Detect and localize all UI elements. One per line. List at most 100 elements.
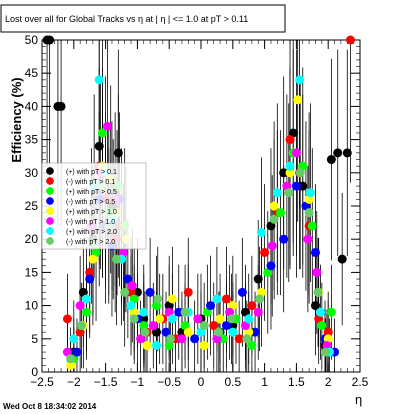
data-point [285,161,295,171]
data-point [295,75,305,85]
data-point [293,95,303,105]
data-point [255,294,265,304]
data-point [326,155,336,165]
data-point [165,334,175,344]
data-point [62,314,72,324]
timestamp: Wed Oct 8 18:34:02 2014 [3,402,97,411]
legend-label: (+) with pT > 2.0 [66,229,117,236]
legend: (+) with pT > 0.1 (-) with pT > 0.1 (+) wi… [41,162,147,250]
data-point [199,321,209,331]
y-tick-label: 10 [25,299,39,313]
data-point [285,168,295,178]
data-point [276,208,285,218]
x-axis-ticks: −2.5 −2 −1.5 −1 −0.5 0 0.5 1 1.5 2 2.5 [30,40,369,389]
data-point [45,35,55,45]
data-point [153,294,163,304]
legend-marker [46,167,54,175]
data-point [242,334,252,344]
data-point [82,294,92,304]
y-tick-label: 45 [25,66,39,80]
x-tick-label: 2.5 [352,375,369,389]
data-point [206,301,216,311]
legend-marker [46,227,54,235]
data-point [284,188,294,198]
data-point [253,274,263,284]
data-point [285,135,295,145]
data-point [183,327,193,337]
data-point [199,340,209,350]
y-tick-label: 15 [25,265,39,279]
data-point [123,274,133,284]
data-point [279,234,289,244]
data-point [342,148,352,158]
data-point [304,208,314,218]
y-axis-ticks: 0 5 10 15 20 25 30 35 40 45 50 [25,33,360,379]
data-point [193,314,203,324]
legend-marker [46,217,54,225]
data-point [139,307,149,317]
legend-label: (-) with pT > 1.0 [66,219,115,226]
data-point [183,287,193,297]
data-point [310,301,320,311]
data-point [145,287,155,297]
y-tick-label: 0 [31,365,38,379]
data-point [69,334,79,344]
data-point [244,314,254,324]
data-point [129,314,139,324]
data-point [167,294,177,304]
y-tick-label: 30 [25,166,39,180]
data-point [345,35,355,45]
data-point [140,327,150,337]
data-point [82,307,92,317]
data-point [136,334,146,344]
data-point [126,301,136,311]
legend-label: (+) with pT > 1.0 [66,209,117,216]
data-point [94,75,104,85]
y-tick-label: 5 [31,332,38,346]
data-point [272,188,282,198]
data-point [212,294,222,304]
data-point [316,307,326,317]
data-point [151,340,161,350]
x-tick-label: 2 [325,375,332,389]
data-point [214,327,224,337]
data-point [221,321,231,331]
x-tick-label: −2 [67,375,81,389]
y-tick-label: 35 [25,133,39,147]
data-point [279,168,289,178]
data-point [103,121,113,131]
data-point [256,228,266,238]
data-point [291,181,301,191]
data-point [76,321,86,331]
data-point [113,148,123,158]
data-point [303,234,313,244]
x-tick-label: 0.5 [224,375,241,389]
data-point [142,340,152,350]
data-point [97,128,107,138]
data-point [317,321,327,331]
data-point [127,281,137,291]
x-tick-label: −1.5 [94,375,118,389]
data-point [94,141,104,151]
data-point [267,241,277,251]
chart-title: Lost over all for Global Tracks vs η at … [5,14,248,24]
data-point [85,274,95,284]
y-tick-label: 20 [25,232,39,246]
data-point [215,314,225,324]
x-tick-label: −1 [131,375,145,389]
data-point [234,334,244,344]
data-point [221,294,231,304]
data-point [190,334,200,344]
data-point [56,101,66,111]
data-point [72,347,82,357]
legend-label: (+) with pT > 0.1 [66,169,117,176]
data-point [180,307,190,317]
data-point [326,307,336,317]
data-point [209,321,219,331]
x-tick-label: 0 [198,375,205,389]
legend-label: (-) with pT > 0.1 [66,179,115,186]
data-point [167,314,177,324]
data-point [247,301,257,311]
data-point [148,321,158,331]
data-point [291,148,301,158]
